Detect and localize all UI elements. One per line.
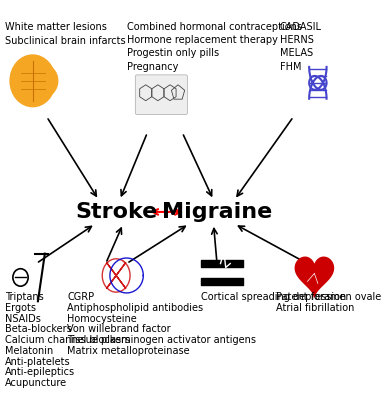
Text: Anti-epileptics: Anti-epileptics xyxy=(5,367,75,377)
Text: Migraine: Migraine xyxy=(162,202,272,222)
Text: Tissue plasminogen activator antigens: Tissue plasminogen activator antigens xyxy=(67,335,256,345)
Text: Atrial fibrillation: Atrial fibrillation xyxy=(276,303,354,313)
Text: Von willebrand factor: Von willebrand factor xyxy=(67,324,171,334)
Text: FHM: FHM xyxy=(279,62,301,72)
Text: Ergots: Ergots xyxy=(5,303,36,313)
Text: Patent foramen ovale: Patent foramen ovale xyxy=(276,292,381,302)
Text: Pregnancy: Pregnancy xyxy=(127,62,178,72)
Text: CGRP: CGRP xyxy=(67,292,94,302)
Text: Hormone replacement therapy: Hormone replacement therapy xyxy=(127,35,278,45)
Text: HERNS: HERNS xyxy=(279,35,314,45)
Text: Progestin only pills: Progestin only pills xyxy=(127,48,219,58)
Text: Calcium channel blockers: Calcium channel blockers xyxy=(5,335,130,345)
Polygon shape xyxy=(295,257,334,297)
Text: Acupuncture: Acupuncture xyxy=(5,378,67,388)
Text: Cortical spreading depression: Cortical spreading depression xyxy=(201,292,347,302)
Text: White matter lesions: White matter lesions xyxy=(5,22,107,32)
Text: Combined hormonal contraceptions: Combined hormonal contraceptions xyxy=(127,22,301,32)
Text: Anti-platelets: Anti-platelets xyxy=(5,357,71,367)
FancyBboxPatch shape xyxy=(135,75,187,114)
Text: Matrix metalloproteinase: Matrix metalloproteinase xyxy=(67,346,190,356)
Text: Subclinical brain infarcts: Subclinical brain infarcts xyxy=(5,36,125,46)
Text: Antiphospholipid antibodies: Antiphospholipid antibodies xyxy=(67,303,203,313)
Text: Melatonin: Melatonin xyxy=(5,346,53,356)
Text: Stroke: Stroke xyxy=(75,202,157,222)
Text: Homocysteine: Homocysteine xyxy=(67,314,137,324)
Circle shape xyxy=(10,55,55,107)
Text: Triptans: Triptans xyxy=(5,292,44,302)
Text: MELAS: MELAS xyxy=(279,48,313,58)
Circle shape xyxy=(30,65,58,97)
Text: Beta-blockers: Beta-blockers xyxy=(5,324,72,334)
Text: CADASIL: CADASIL xyxy=(279,22,321,32)
Text: NSAIDs: NSAIDs xyxy=(5,314,41,324)
